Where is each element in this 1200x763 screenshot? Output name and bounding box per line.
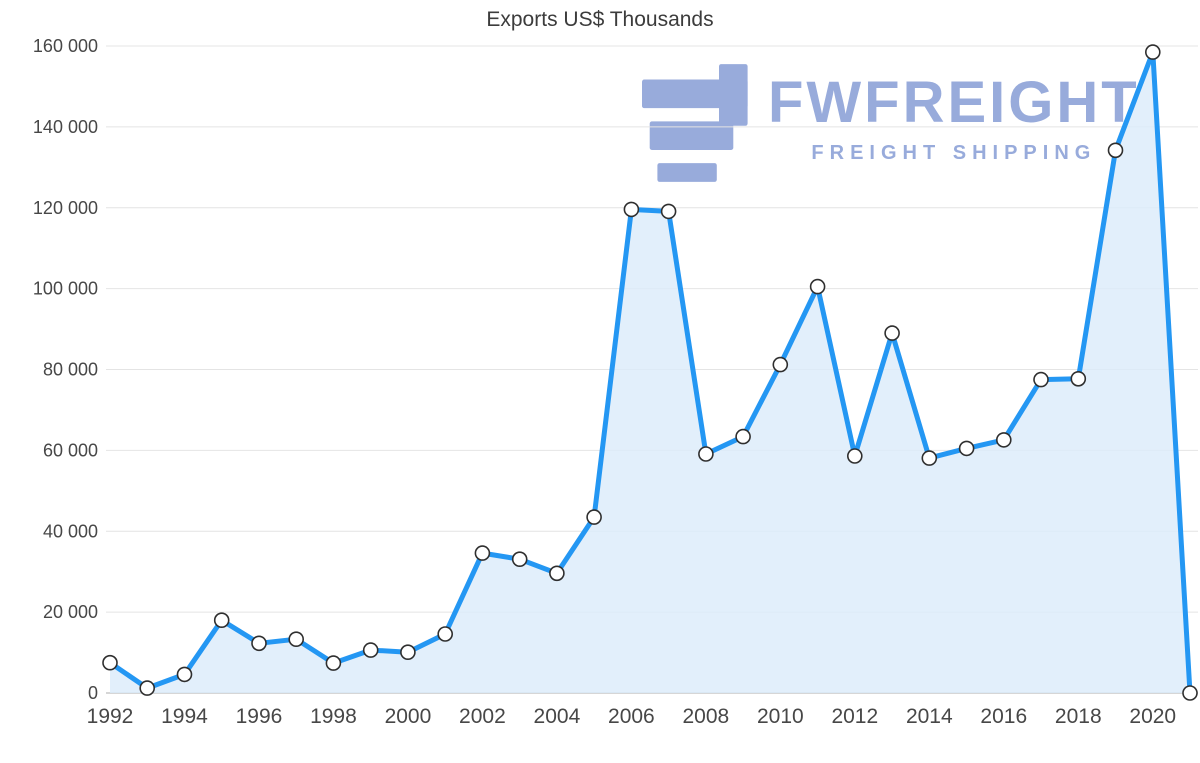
y-tick-label: 40 000 — [43, 521, 98, 541]
x-tick-label: 2010 — [757, 705, 804, 728]
y-tick-label: 160 000 — [33, 36, 98, 56]
x-tick-label: 1994 — [161, 705, 208, 728]
x-tick-label: 2014 — [906, 705, 953, 728]
x-tick-label: 2000 — [385, 705, 432, 728]
data-point-marker — [586, 509, 602, 525]
x-tick-label: 2020 — [1129, 705, 1176, 728]
data-point-marker — [1182, 685, 1198, 701]
data-point-marker — [921, 450, 938, 466]
data-point-marker — [698, 446, 714, 462]
x-tick-label: 2018 — [1055, 705, 1102, 728]
data-point-marker — [1145, 44, 1161, 60]
data-point-marker — [884, 325, 900, 341]
data-point-marker — [1107, 142, 1124, 159]
data-point-marker — [735, 428, 751, 445]
x-tick-label: 2004 — [534, 705, 581, 728]
data-point-marker — [437, 626, 454, 642]
x-tick-label: 2006 — [608, 705, 655, 728]
data-point-marker — [549, 565, 565, 582]
x-tick-label: 2008 — [683, 705, 730, 728]
data-point-marker — [362, 642, 379, 658]
y-tick-label: 80 000 — [43, 360, 98, 380]
x-tick-label: 2016 — [980, 705, 1027, 728]
data-point-marker — [958, 440, 975, 457]
chart-title: Exports US$ Thousands — [486, 8, 714, 31]
x-tick-label: 2012 — [831, 705, 878, 728]
data-point-marker — [846, 448, 863, 464]
data-point-marker — [102, 654, 118, 671]
data-point-marker — [176, 666, 193, 683]
data-point-marker — [288, 631, 305, 648]
data-point-marker — [139, 680, 155, 696]
data-point-marker — [1070, 370, 1087, 387]
x-tick-label: 1992 — [87, 705, 134, 728]
x-tick-label: 1998 — [310, 705, 357, 728]
y-tick-label: 100 000 — [33, 279, 98, 299]
data-point-marker — [511, 551, 528, 568]
y-tick-label: 20 000 — [43, 602, 98, 622]
x-tick-label: 2002 — [459, 705, 506, 728]
data-point-marker — [251, 635, 267, 652]
data-point-marker — [400, 644, 416, 661]
data-point-marker — [772, 356, 789, 373]
y-tick-label: 0 — [88, 683, 98, 703]
data-point-marker — [1033, 371, 1049, 388]
data-point-marker — [213, 612, 230, 629]
data-point-marker — [660, 203, 677, 220]
data-point-marker — [325, 655, 342, 671]
y-tick-label: 140 000 — [33, 117, 98, 137]
y-tick-label: 60 000 — [43, 440, 98, 460]
x-tick-label: 1996 — [236, 705, 283, 728]
data-point-marker — [809, 278, 826, 295]
y-tick-label: 120 000 — [33, 198, 98, 218]
series-area-fill — [110, 52, 1190, 694]
data-point-marker — [623, 201, 640, 218]
data-point-marker — [995, 432, 1012, 448]
data-point-marker — [474, 545, 491, 561]
